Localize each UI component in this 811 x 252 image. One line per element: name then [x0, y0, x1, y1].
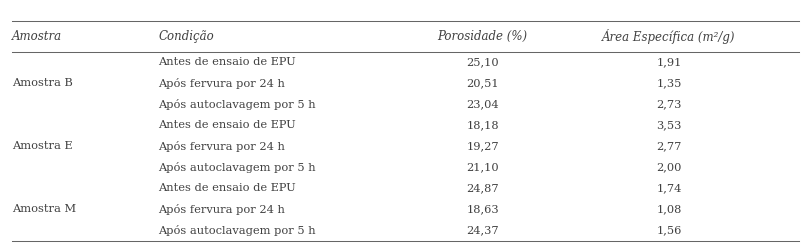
Text: Área Específica (m²/g): Área Específica (m²/g)	[603, 29, 736, 44]
Text: Amostra: Amostra	[12, 30, 62, 43]
Text: Após autoclavagem por 5 h: Após autoclavagem por 5 h	[158, 162, 315, 173]
Text: 2,77: 2,77	[656, 141, 682, 151]
Text: Porosidade (%): Porosidade (%)	[437, 30, 528, 43]
Text: 2,00: 2,00	[656, 162, 682, 172]
Text: 24,37: 24,37	[466, 225, 499, 235]
Text: 19,27: 19,27	[466, 141, 499, 151]
Text: Condição: Condição	[158, 30, 214, 43]
Text: Após fervura por 24 h: Após fervura por 24 h	[158, 204, 285, 215]
Text: 1,56: 1,56	[656, 225, 682, 235]
Text: Antes de ensaio de EPU: Antes de ensaio de EPU	[158, 183, 296, 193]
Text: 18,18: 18,18	[466, 120, 499, 130]
Text: 20,51: 20,51	[466, 78, 499, 88]
Text: 1,74: 1,74	[656, 183, 682, 193]
Text: 2,73: 2,73	[656, 99, 682, 109]
Text: 1,35: 1,35	[656, 78, 682, 88]
Text: 1,91: 1,91	[656, 57, 682, 67]
Text: 23,04: 23,04	[466, 99, 499, 109]
Text: Após fervura por 24 h: Após fervura por 24 h	[158, 78, 285, 89]
Text: Após autoclavagem por 5 h: Após autoclavagem por 5 h	[158, 225, 315, 236]
Text: 24,87: 24,87	[466, 183, 499, 193]
Text: Amostra B: Amostra B	[12, 78, 73, 88]
Text: 3,53: 3,53	[656, 120, 682, 130]
Text: Antes de ensaio de EPU: Antes de ensaio de EPU	[158, 57, 296, 67]
Text: Após autoclavagem por 5 h: Após autoclavagem por 5 h	[158, 99, 315, 110]
Text: 1,08: 1,08	[656, 204, 682, 214]
Text: Amostra E: Amostra E	[12, 141, 73, 151]
Text: 21,10: 21,10	[466, 162, 499, 172]
Text: Antes de ensaio de EPU: Antes de ensaio de EPU	[158, 120, 296, 130]
Text: 25,10: 25,10	[466, 57, 499, 67]
Text: 18,63: 18,63	[466, 204, 499, 214]
Text: Amostra M: Amostra M	[12, 204, 76, 214]
Text: Após fervura por 24 h: Após fervura por 24 h	[158, 141, 285, 152]
